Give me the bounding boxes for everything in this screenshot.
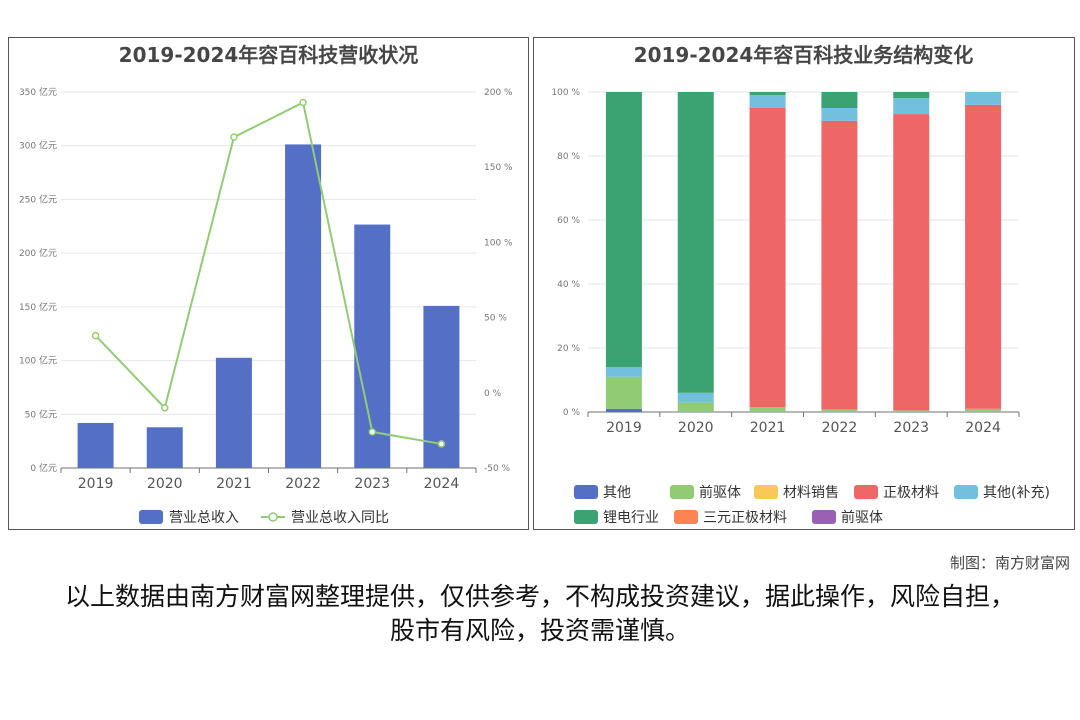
stack-segment	[605, 376, 642, 409]
x-tick-label: 2022	[285, 476, 321, 492]
x-tick-label: 2022	[822, 420, 858, 436]
y-right-tick-label: 150 %	[484, 163, 513, 173]
stack-segment	[749, 95, 786, 108]
stack-segment	[965, 92, 1002, 105]
y-tick-label: 20 %	[557, 344, 580, 354]
y-right-tick-label: 50 %	[484, 314, 507, 324]
y-tick-label: 80 %	[557, 152, 580, 162]
stack-segment	[605, 92, 642, 368]
revenue-chart: 2019-2024年容百科技营收状况 0 亿元 50 亿元 100 亿元 150 亿元 2…	[19, 43, 513, 526]
revenue-bar	[146, 427, 183, 468]
legend-label: 锂电行业	[603, 510, 659, 526]
stack-segment	[821, 108, 858, 121]
legend-marker-yoy	[268, 512, 278, 522]
legend-label: 其他(补充)	[983, 485, 1050, 501]
legend-swatch	[812, 510, 836, 524]
x-tick-label: 2024	[965, 420, 1001, 436]
y-tick-label: 0 %	[563, 408, 581, 418]
revenue-chart-panel: 2019-2024年容百科技营收状况 0 亿元 50 亿元 100 亿元 150 亿元 2…	[8, 37, 529, 530]
y-left-tick-label: 100 亿元	[19, 355, 57, 367]
legend-swatch	[754, 485, 778, 499]
yoy-point	[368, 428, 376, 436]
y-left-tick-label: 250 亿元	[19, 193, 57, 205]
legend-swatch	[674, 510, 698, 524]
revenue-bar	[77, 422, 114, 468]
stack-segment	[965, 104, 1002, 409]
structure-chart-panel: 2019-2024年容百科技业务结构变化 0 % 20 % 40 % 60 % 80 % 1…	[533, 37, 1075, 530]
stack-segment	[893, 92, 930, 99]
legend-swatch	[854, 485, 878, 499]
x-tick-label: 2019	[78, 476, 114, 492]
stack-segment	[821, 120, 858, 410]
yoy-line	[94, 101, 442, 445]
stack-segment	[749, 108, 786, 408]
stack-segment	[821, 409, 858, 412]
y-right-tick-label: 0 %	[484, 389, 502, 399]
chart-credit: 制图：南方财富网	[949, 554, 1070, 572]
stack-segment	[893, 98, 930, 115]
legend-swatch-revenue	[139, 510, 163, 524]
y-left-tick-label: 300 亿元	[19, 140, 57, 152]
stack-segment	[605, 367, 642, 377]
y-left-tick-label: 150 亿元	[19, 301, 57, 313]
stack-segment	[677, 392, 714, 403]
legend-label-revenue: 营业总收入	[169, 510, 239, 526]
y-tick-label: 60 %	[557, 216, 580, 226]
yoy-point	[437, 440, 446, 448]
legend-label: 其他	[603, 485, 631, 501]
y-right-tick-label: -50 %	[484, 464, 511, 474]
x-tick-label: 2024	[424, 476, 460, 492]
legend-swatch	[574, 485, 598, 499]
yoy-point	[230, 133, 238, 141]
stack-segment	[605, 408, 642, 412]
legend-label-yoy: 营业总收入同比	[291, 510, 389, 526]
stack-segment	[965, 408, 1002, 412]
y-left-tick-label: 0 亿元	[30, 462, 57, 474]
stack-segment	[749, 92, 786, 96]
y-left-tick-label: 200 亿元	[19, 247, 57, 259]
yoy-point	[161, 404, 169, 412]
y-tick-label: 100 %	[551, 88, 580, 98]
chart-title: 2019-2024年容百科技营收状况	[119, 43, 419, 67]
legend-label: 前驱体	[699, 484, 741, 501]
x-tick-label: 2019	[606, 420, 642, 436]
x-tick-label: 2021	[216, 476, 252, 492]
x-tick-label: 2023	[893, 420, 929, 436]
stack-segment	[677, 402, 714, 412]
yoy-point	[91, 331, 100, 340]
x-tick-label: 2020	[678, 420, 714, 436]
chart-title: 2019-2024年容百科技业务结构变化	[634, 43, 974, 67]
stack-segment	[821, 92, 858, 108]
y-right-tick-label: 200 %	[484, 88, 513, 98]
structure-chart: 2019-2024年容百科技业务结构变化 0 % 20 % 40 % 60 % 80 % 1…	[551, 43, 1050, 526]
x-tick-label: 2023	[354, 476, 390, 492]
legend-swatch	[954, 485, 978, 499]
legend-label: 正极材料	[883, 485, 939, 501]
yoy-point	[299, 98, 307, 107]
y-tick-label: 40 %	[557, 280, 580, 290]
legend-swatch	[574, 510, 598, 524]
x-tick-label: 2021	[750, 420, 786, 436]
disclaimer-text: 以上数据由南方财富网整理提供，仅供参考，不构成投资建议，据此操作，风险自担，股市…	[64, 582, 1015, 645]
y-right-tick-label: 100 %	[484, 238, 513, 248]
legend-label: 前驱体	[841, 509, 883, 526]
x-tick-label: 2020	[147, 476, 183, 492]
stack-segment	[749, 407, 786, 412]
stack-segment	[893, 114, 930, 411]
legend-label: 三元正极材料	[703, 510, 787, 526]
revenue-bar	[215, 357, 252, 468]
stack-segment	[677, 92, 714, 393]
legend-label: 材料销售	[783, 485, 839, 501]
y-left-tick-label: 50 亿元	[25, 408, 57, 420]
stack-segment	[893, 410, 930, 412]
legend-swatch	[670, 485, 694, 499]
y-left-tick-label: 350 亿元	[19, 86, 57, 98]
revenue-bar	[285, 144, 322, 468]
